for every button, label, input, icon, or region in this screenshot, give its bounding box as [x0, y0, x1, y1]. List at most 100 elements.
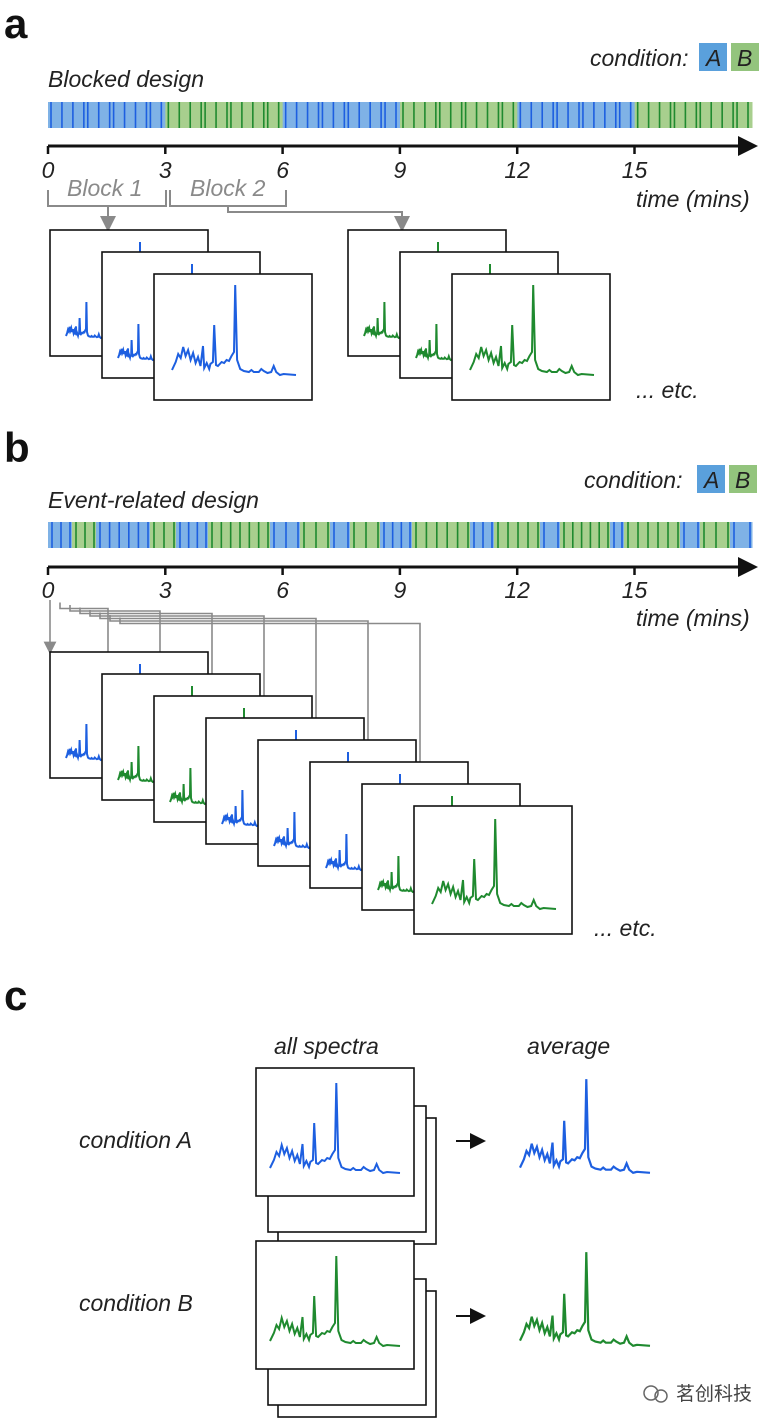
- legend-b-box-a: [697, 465, 725, 493]
- event-arrow: [59, 602, 115, 677]
- axis-tick-label: 0: [42, 157, 55, 183]
- event-segment-A: [330, 522, 351, 548]
- legend-a-label-a: A: [704, 45, 721, 71]
- axis-tick-label: 12: [504, 157, 530, 183]
- legend-a-label-b: B: [737, 45, 752, 71]
- block-segment-A: [517, 102, 636, 128]
- axis-tick-label: 15: [622, 577, 648, 603]
- spectrum-line: [117, 323, 159, 362]
- spectrum-line: [273, 811, 315, 850]
- axis-tick-label: 3: [159, 157, 172, 183]
- average-spectra-stacks: [255, 1067, 651, 1418]
- event-segment-A: [176, 522, 209, 548]
- row-condition-a: condition A: [79, 1127, 192, 1153]
- watermark-text: 茗创科技: [676, 1383, 752, 1405]
- panel-b-axis: 0 3 6 9 12 15 time (mins): [42, 557, 758, 631]
- spectrum-line: [363, 301, 405, 340]
- spectrum-frame: [451, 273, 611, 401]
- block-segment-B: [165, 102, 284, 128]
- spectrum-line: [269, 1255, 401, 1348]
- legend-b-label-b: B: [735, 467, 750, 493]
- axis-tick-label: 3: [159, 577, 172, 603]
- legend-b-box-b: [729, 465, 757, 493]
- block-segment-A: [282, 102, 401, 128]
- time-axis-arrowhead-b: [738, 557, 758, 577]
- spectrum-card: [451, 273, 611, 401]
- panel-a-letter: a: [4, 0, 28, 47]
- blocked-spectra-stacks: [49, 229, 611, 401]
- panel-a-axis: 0 3 6 9 12 15 time (mins): [42, 136, 758, 212]
- panel-b-etc: ... etc.: [594, 915, 657, 941]
- row-condition-b: condition B: [79, 1290, 193, 1316]
- panel-a-etc: ... etc.: [636, 377, 699, 403]
- event-segment-A: [680, 522, 701, 548]
- block-segment-B: [634, 102, 753, 128]
- event-arrow: [89, 610, 271, 743]
- spectrum-line: [171, 284, 297, 377]
- event-arrow: [109, 615, 375, 787]
- spectrum-frame: [153, 273, 313, 401]
- block-1-label: Block 1: [67, 175, 142, 201]
- event-spectrum-card-B: [413, 805, 573, 935]
- event-arrow: [79, 607, 219, 721]
- legend-a-box-b: [731, 43, 759, 71]
- panel-c-letter: c: [4, 972, 27, 1019]
- watermark: 茗创科技: [643, 1383, 752, 1405]
- spectrum-line: [415, 323, 457, 362]
- axis-tick-label: 0: [42, 577, 55, 603]
- spectrum-line: [519, 1252, 651, 1348]
- blocked-timeline-bar: [48, 102, 753, 128]
- spectrum-line: [519, 1079, 651, 1175]
- event-arrow: [119, 617, 427, 809]
- spectrum-line: [269, 1082, 401, 1175]
- stack-condition-a: [49, 229, 313, 401]
- spectrum-frame: [413, 805, 573, 935]
- spectrum-card: [153, 273, 313, 401]
- legend-a-box-a: [699, 43, 727, 71]
- block-segment-B: [400, 102, 518, 128]
- event-segment-A: [96, 522, 151, 548]
- all-spectra-stack-B: [255, 1240, 437, 1418]
- panel-a-legend: condition: A B: [590, 43, 759, 71]
- spectrum-line: [65, 723, 107, 762]
- time-axis-label: time (mins): [636, 186, 750, 212]
- axis-tick-label: 9: [394, 157, 407, 183]
- legend-a-condition-label: condition:: [590, 45, 688, 71]
- spectrum-line: [169, 767, 211, 806]
- axis-tick-label: 12: [504, 577, 530, 603]
- legend-b-label-a: A: [702, 467, 719, 493]
- spectrum-line: [117, 745, 159, 784]
- block-brackets: Block 1 Block 2: [47, 175, 410, 232]
- block-segment-A: [48, 102, 166, 128]
- time-axis-arrowhead: [738, 136, 758, 156]
- all-spectra-stack-A: [255, 1067, 437, 1245]
- spectrum-line: [469, 284, 595, 377]
- column-all-spectra: all spectra: [274, 1033, 379, 1059]
- average-spectrum-B: [519, 1252, 651, 1348]
- average-spectrum-A: [519, 1079, 651, 1175]
- event-arrows: [43, 600, 427, 809]
- axis-tick-label: 9: [394, 577, 407, 603]
- time-axis-label-b: time (mins): [636, 605, 750, 631]
- event-segment-B: [412, 522, 471, 548]
- panel-b-letter: b: [4, 424, 30, 471]
- event-segment-A: [730, 522, 753, 548]
- axis-tick-label: 6: [276, 577, 289, 603]
- spectrum-line: [377, 855, 419, 894]
- axis-tick-label: 6: [276, 157, 289, 183]
- spectrum-line: [65, 301, 107, 340]
- event-arrow: [99, 612, 323, 765]
- wechat-icon: [643, 1385, 659, 1401]
- panel-b-title: Event-related design: [48, 487, 259, 513]
- event-segment-B: [560, 522, 611, 548]
- panel-a-title: Blocked design: [48, 66, 204, 92]
- spectrum-line: [325, 833, 367, 872]
- event-spectra-stack: [49, 651, 573, 935]
- event-segment-B: [624, 522, 681, 548]
- stack-condition-b: [347, 229, 611, 401]
- panel-b-legend: condition: A B: [584, 465, 757, 493]
- event-segment-A: [540, 522, 561, 548]
- event-timeline-bar: [48, 522, 753, 548]
- block-2-arrow: [227, 206, 410, 232]
